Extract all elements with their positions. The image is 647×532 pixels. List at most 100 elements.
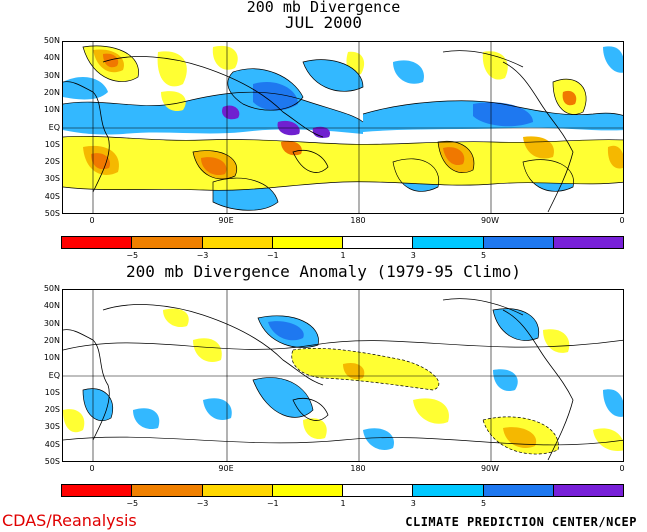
footer-agency: CLIMATE PREDICTION CENTER/NCEP [405, 515, 637, 529]
bottom-colorbar-label: 3 [410, 499, 416, 508]
bottom-colorbar-label: −5 [126, 499, 139, 508]
top-map [62, 41, 624, 214]
bottom-title: 200 mb Divergence Anomaly (1979-95 Climo… [126, 262, 521, 281]
top-lat-label: 20N [43, 87, 60, 97]
top-north-positive-7 [303, 59, 363, 92]
top-colorbar-label: −1 [266, 251, 279, 260]
top-lat-label: 30N [43, 70, 60, 80]
footer-source: CDAS/Reanalysis [2, 511, 137, 530]
top-colorbar-label: −3 [196, 251, 209, 260]
top-grid [63, 42, 623, 213]
top-south-negative-band [63, 136, 623, 191]
top-north-positive-9 [603, 46, 623, 73]
bottom-colorbar-label: 1 [340, 499, 346, 508]
bottom-grid [63, 290, 623, 461]
bottom-neg-1 [291, 348, 439, 390]
top-subtitle: JUL 2000 [284, 13, 363, 32]
top-north-negative-strong-1 [103, 53, 119, 68]
bottom-pos-3 [253, 377, 313, 418]
top-map-svg [63, 42, 623, 213]
bottom-colorbar [61, 484, 624, 497]
bottom-lat-label: 50N [43, 284, 60, 293]
bottom-pos-medium-2 [268, 321, 304, 341]
top-colorbar-swatch [412, 236, 484, 249]
bottom-lat-label: 30S [44, 422, 60, 432]
bottom-contours [63, 308, 623, 455]
bottom-neg-6 [413, 398, 449, 424]
top-colorbar-label: 1 [340, 251, 346, 260]
bottom-colorbar-label: −3 [196, 499, 209, 508]
bottom-lat-label: 40S [44, 439, 60, 449]
bottom-pos-8 [603, 389, 623, 417]
bottom-colorbar-swatch [61, 484, 133, 497]
top-north-positive-8 [393, 60, 424, 84]
top-lat-label: 40S [44, 191, 60, 201]
bottom-neg-8 [303, 418, 327, 440]
top-colorbar-label: −5 [126, 251, 139, 260]
bottom-shading [63, 308, 623, 455]
top-lon-label: 0 [619, 216, 625, 225]
top-south-negative-strong-2 [201, 157, 227, 176]
top-colorbar-swatch [552, 236, 624, 249]
bottom-colorbar-swatch [201, 484, 273, 497]
top-south-negative-med-4 [607, 145, 623, 169]
top-max-purple-1 [222, 105, 240, 120]
top-north-negative-7 [161, 91, 186, 112]
bottom-lat-label: 20S [44, 405, 60, 415]
bottom-lon-label: 90E [218, 464, 234, 473]
bottom-pos-5 [493, 308, 539, 341]
bottom-lat-label: 10S [44, 387, 60, 397]
top-colorbar-swatch [201, 236, 273, 249]
bottom-map-svg [63, 290, 623, 461]
top-lon-label: 180 [350, 216, 366, 225]
bottom-colorbar-swatch [552, 484, 624, 497]
bottom-colorbar-label: −1 [266, 499, 279, 508]
top-coastlines [63, 50, 574, 213]
bottom-colorbar-label: 5 [480, 499, 487, 508]
bottom-lat-label: EQ [48, 370, 60, 380]
bottom-pos-6 [493, 369, 518, 392]
top-lat-label: 10N [43, 105, 60, 115]
bottom-colorbar-swatch [412, 484, 484, 497]
bottom-neg-7 [543, 329, 570, 353]
top-max-purple-4 [312, 126, 331, 138]
top-colorbar-swatch [342, 236, 414, 249]
bottom-lat-label: 30N [43, 318, 60, 328]
top-lat-label: 50S [44, 209, 60, 218]
top-lon-label: 90W [480, 216, 500, 225]
top-colorbar-label: 5 [480, 251, 487, 260]
top-south-negative-strong-3 [443, 147, 465, 166]
top-lat-label: 10S [44, 139, 60, 149]
top-colorbar-label: 3 [410, 251, 416, 260]
bottom-lon-label: 180 [350, 464, 366, 473]
bottom-pos-9 [363, 428, 394, 450]
bottom-lon-label: 0 [619, 464, 625, 473]
top-dateline-negative [281, 140, 302, 156]
bottom-neg-9 [593, 428, 623, 451]
bottom-coastlines [63, 298, 574, 461]
top-colorbar-swatch [482, 236, 554, 249]
top-north-negative-3 [212, 45, 238, 70]
bottom-lat-label: 10N [43, 353, 60, 363]
top-colorbar-swatch [131, 236, 203, 249]
bottom-pos-4 [203, 398, 232, 420]
bottom-pos-7 [133, 408, 160, 430]
bottom-colorbar-swatch [271, 484, 343, 497]
top-contours [63, 45, 623, 211]
bottom-lat-label: 40N [43, 301, 60, 311]
bottom-lat-label: 50S [44, 457, 60, 466]
top-north-negative-5 [482, 51, 508, 80]
bottom-lat-label: 20N [43, 335, 60, 345]
top-title: 200 mb Divergence [246, 0, 401, 16]
top-shading [63, 45, 623, 211]
top-asia-medium [253, 82, 298, 111]
top-lon-label: 90E [218, 216, 234, 225]
bottom-colorbar-swatch [342, 484, 414, 497]
bottom-colorbar-swatch [482, 484, 554, 497]
bottom-map [62, 289, 624, 462]
top-pacific-medium [473, 102, 533, 127]
top-lat-label: 30S [44, 174, 60, 184]
bottom-lon-label: 90W [480, 464, 500, 473]
top-colorbar [61, 236, 624, 249]
bottom-neg-4 [63, 409, 85, 433]
